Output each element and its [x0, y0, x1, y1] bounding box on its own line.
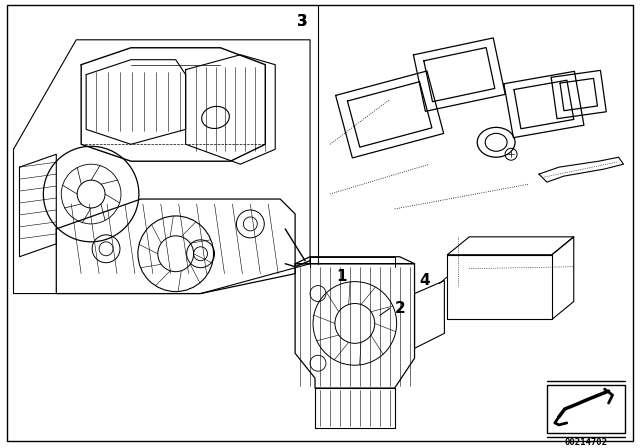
Text: 2: 2: [395, 301, 405, 316]
Text: 1: 1: [337, 269, 347, 284]
Text: 00214702: 00214702: [564, 438, 607, 447]
Text: 3: 3: [297, 14, 307, 30]
Text: 3: 3: [297, 14, 307, 30]
Text: 4: 4: [419, 273, 429, 288]
Bar: [547, 385, 625, 433]
